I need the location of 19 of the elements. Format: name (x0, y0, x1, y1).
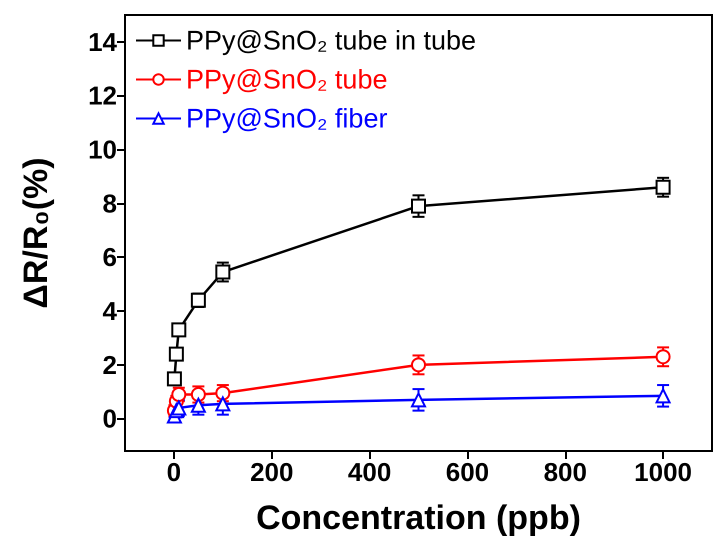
x-tick-label: 800 (544, 457, 587, 487)
y-tick-label: 2 (102, 350, 117, 380)
x-tick-label: 0 (166, 457, 182, 487)
y-tick-label: 0 (102, 404, 117, 434)
y-axis-title: ΔR/R₀(%) (17, 157, 55, 309)
legend-label: PPy@SnO₂ tube (186, 64, 388, 94)
y-tick-label: 14 (88, 26, 118, 57)
y-tick-label: 4 (102, 296, 118, 326)
x-axis-title: Concentration (ppb) (256, 499, 581, 537)
x-tick-label: 600 (446, 457, 490, 487)
x-tick-label: 400 (348, 457, 392, 487)
x-tick-label: 1000 (634, 457, 692, 487)
x-tick-label: 200 (250, 457, 294, 487)
y-tick-label: 12 (88, 80, 117, 111)
legend-label: PPy@SnO₂ tube in tube (186, 26, 476, 56)
y-tick-label: 6 (102, 242, 117, 272)
y-tick-label: 10 (88, 134, 117, 165)
y-tick-label: 8 (102, 188, 117, 218)
legend-label: PPy@SnO₂ fiber (186, 104, 388, 134)
